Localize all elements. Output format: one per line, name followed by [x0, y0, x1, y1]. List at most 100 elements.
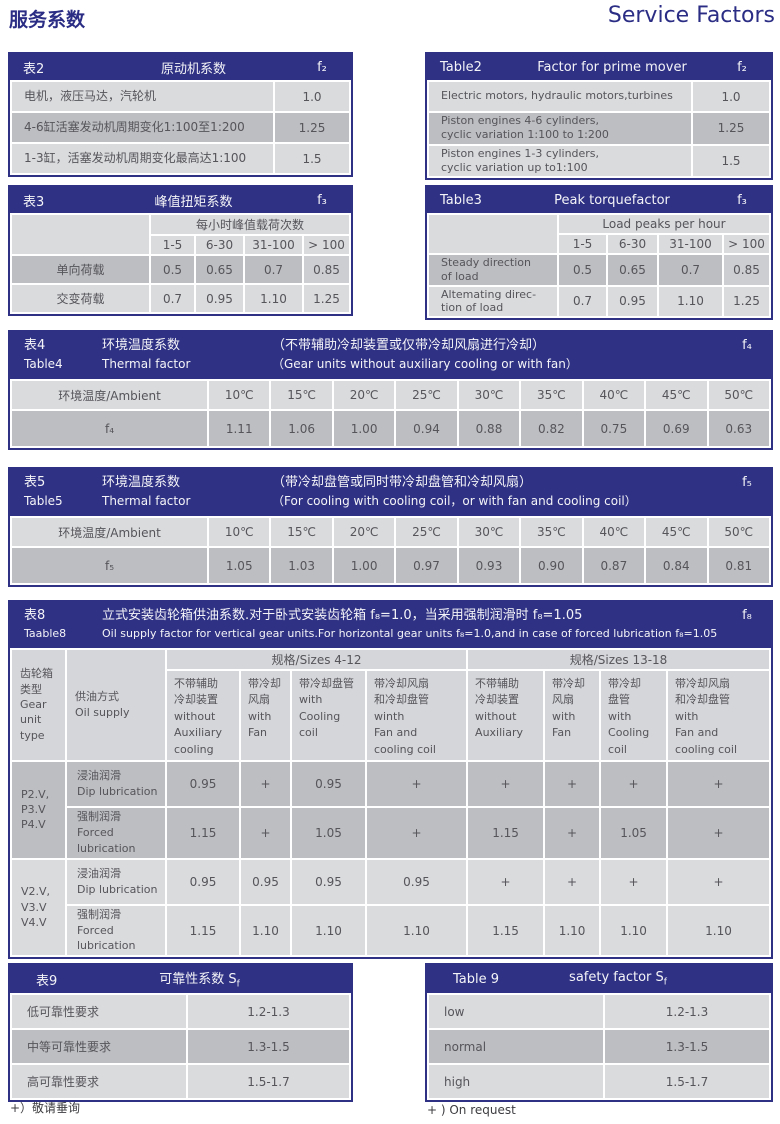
row-value: 1.5-1.7 [603, 1063, 771, 1100]
table-row: Electric motors, hydraulic motors,turbin… [427, 80, 771, 113]
table-title: 立式安装齿轮箱供油系数.对于卧式安装齿轮箱 f₈=1.0，当采用强制润滑时 f₈… [102, 608, 718, 640]
row-label: high [427, 1063, 605, 1100]
cell: 0.82 [519, 409, 584, 449]
cell: 0.90 [519, 546, 584, 586]
cell: 1.10 [364, 903, 469, 958]
cell: 1.10 [543, 903, 602, 958]
table-title: 可靠性系数 Sf [159, 972, 240, 990]
table-row: high 1.5-1.7 [427, 1063, 771, 1100]
cell: 1.00 [331, 546, 397, 586]
cell: 1.10 [666, 903, 771, 958]
col-header: 不带辅助 冷却装置 without Auxiliary cooling [165, 668, 241, 762]
cell: 1.10 [657, 284, 724, 318]
temp-header: 30℃ [456, 516, 522, 549]
group-header: 每小时峰值载荷次数 [149, 213, 351, 236]
cell: 0.95 [165, 857, 241, 906]
cell: 1.10 [599, 903, 669, 958]
row-label: Steady direction of load [427, 253, 559, 287]
table-row: 1-5 6-30 31-100 > 100 [11, 234, 351, 256]
cell: 0.95 [165, 759, 241, 808]
cell: + [466, 857, 546, 906]
row-label: normal [427, 1028, 605, 1065]
col-header: 带冷却 盘管 with Cooling coil [599, 668, 669, 762]
factor-symbol: f₈ [742, 608, 752, 623]
temp-header: 40℃ [581, 516, 647, 549]
size-group-row: 齿轮箱 类型 Gear unit type 供油方式 Oil supply 规格… [10, 647, 771, 762]
cell: + [466, 759, 546, 808]
footnote-en: + ) On request [427, 1103, 516, 1117]
table5-header: 表5 Table5 环境温度系数 Thermal factor （带冷却盘管或同… [10, 469, 771, 517]
cell: 1.15 [165, 903, 241, 958]
table2-en-header: Table2 Factor for prime mover f₂ [427, 54, 771, 80]
factor-subscript: f [663, 977, 667, 988]
row-label: 环境温度/Ambient [10, 379, 209, 412]
factor-value-row: f₄ 1.11 1.06 1.00 0.94 0.88 0.82 0.75 0.… [10, 409, 771, 449]
cell: 0.85 [302, 254, 351, 285]
table9-cn-header: 表9 可靠性系数 Sf [10, 965, 351, 993]
oil-supply-cell: 强制润滑 Forced lubrication [65, 903, 167, 958]
sizes-4-12-group: 规格/Sizes 4-12 [164, 647, 469, 671]
table-title: 峰值扭矩系数 [154, 194, 233, 210]
cell: 0.81 [706, 546, 771, 586]
temp-header: 40℃ [581, 379, 647, 412]
col-header: 带冷却风扇 和冷却盘管 with Fan and cooling coil [666, 668, 771, 762]
col-header: 1-5 [149, 234, 196, 256]
row-value: 1.3-1.5 [186, 1028, 351, 1065]
cell: + [666, 805, 771, 860]
table-row: Load peaks per hour [427, 213, 771, 255]
temp-header: 25℃ [394, 379, 459, 412]
cell: 0.75 [581, 409, 647, 449]
row-label: 单向荷载 [10, 254, 151, 285]
row-value: 1.2-1.3 [603, 993, 771, 1030]
temp-header: 45℃ [644, 379, 709, 412]
cell: 1.15 [165, 805, 241, 860]
table-row: V2.V, V3.V V4.V 浸油润滑 Dip lubrication 0.9… [10, 857, 771, 958]
temp-header: 20℃ [331, 379, 397, 412]
row-label: Electric motors, hydraulic motors,turbin… [427, 80, 693, 113]
table-number: 表5 Table5 [24, 475, 63, 508]
corner-cell [10, 213, 151, 256]
table-row: Piston engines 1-3 cylinders, cyclic var… [427, 143, 771, 179]
col-header: 带冷却盘管 with Cooling coil [290, 668, 367, 762]
row-value: 1.5 [273, 142, 351, 175]
cell: + [543, 857, 602, 906]
cell: 0.7 [557, 284, 608, 318]
table-row: 单向荷载 0.5 0.65 0.7 0.85 [10, 254, 351, 285]
row-label: f₄ [10, 409, 209, 449]
table-number: 表4 Table4 [24, 338, 63, 371]
cell: + [239, 805, 292, 860]
page-title-chinese: 服务系数 [9, 9, 86, 31]
temp-header: 50℃ [706, 379, 771, 412]
temp-header: 10℃ [206, 516, 272, 549]
oil-supply-cell: 浸油润滑 Dip lubrication [65, 759, 167, 808]
page-title-english: Service Factors [607, 3, 775, 28]
factor-symbol: f₃ [317, 192, 327, 208]
temp-header: 30℃ [456, 379, 522, 412]
corner-cell [427, 213, 559, 255]
oil-supply-cell: 强制润滑 Forced lubrication [65, 805, 167, 860]
table3-en-header: Table3 Peak torquefactor f₃ [427, 187, 771, 213]
cell: 0.65 [606, 253, 659, 287]
table-row: 高可靠性要求 1.5-1.7 [10, 1063, 351, 1100]
row-label: 4-6缸活塞发动机周期变化1:100至1:200 [10, 111, 275, 144]
cell: 0.7 [657, 253, 724, 287]
cell: 0.87 [581, 546, 647, 586]
table3-cn-header: 表3 峰值扭矩系数 f₃ [10, 187, 351, 213]
cell: + [239, 759, 292, 808]
table-title: Peak torquefactor [554, 192, 670, 208]
table-row: Steady direction of load 0.5 0.65 0.7 0.… [427, 253, 771, 287]
table-row: 低可靠性要求 1.2-1.3 [10, 993, 351, 1030]
factor-symbol: f₂ [737, 59, 747, 75]
row-label: 低可靠性要求 [10, 993, 188, 1030]
col-header: 31-100 [243, 234, 304, 256]
oil-supply-header: 供油方式 Oil supply [65, 647, 167, 762]
table-row: Altemating direc- tion of load 0.7 0.95 … [427, 284, 771, 318]
cell: + [364, 805, 469, 860]
footnote-cn: +）敬请垂询 [10, 1101, 81, 1115]
cell: 0.95 [290, 759, 367, 808]
table9-cn: 表9 可靠性系数 Sf 低可靠性要求 1.2-1.3 中等可靠性要求 1.3-1… [8, 963, 353, 1102]
factor-symbol: f₄ [742, 338, 752, 353]
temp-header: 10℃ [206, 379, 272, 412]
table-number: 表9 [36, 973, 58, 989]
table2-en: Table2 Factor for prime mover f₂ Electri… [425, 52, 773, 181]
